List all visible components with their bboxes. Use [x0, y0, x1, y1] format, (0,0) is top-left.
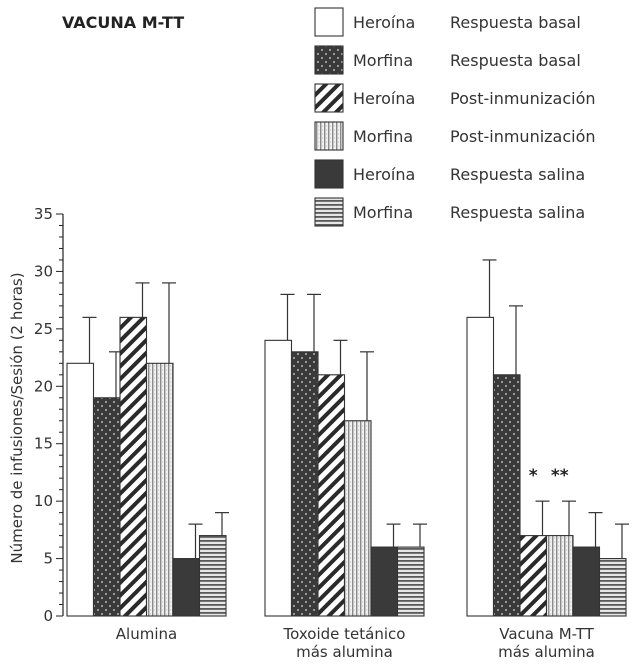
x-tick-label: Toxoide tetánico — [283, 625, 406, 643]
bar — [466, 316, 495, 617]
bar — [396, 546, 425, 617]
bar — [290, 351, 319, 617]
legend-item: Morfina Respuesta basal — [314, 45, 581, 75]
legend-item: Heroína Respuesta basal — [314, 7, 581, 37]
significance-marker: * — [529, 466, 538, 486]
bars — [66, 259, 629, 617]
bar — [119, 316, 148, 617]
y-tick-label: 5 — [43, 550, 53, 568]
bar — [92, 397, 121, 617]
bar-group — [264, 293, 427, 617]
significance-marker: ** — [551, 466, 569, 486]
y-axis-label: Número de infusiones/Sesión (2 horas) — [8, 272, 26, 563]
legend-item: Morfina Post-inmunización — [314, 121, 596, 151]
x-tick-label: más alumina — [498, 643, 595, 661]
legend-item: Heroína Respuesta salina — [314, 159, 585, 189]
legend-drug: Heroína — [353, 165, 415, 184]
bar — [317, 374, 346, 617]
legend-drug: Morfina — [353, 51, 413, 70]
legend-item: Morfina Respuesta salina — [314, 197, 585, 227]
y-tick-label: 35 — [34, 205, 53, 223]
y-tick-label: 20 — [34, 377, 53, 395]
bar-group — [66, 282, 229, 617]
y-tick-label: 15 — [34, 435, 53, 453]
y-tick-label: 30 — [34, 262, 53, 280]
bar — [572, 546, 601, 617]
chart-title: VACUNA M-TT — [62, 13, 184, 32]
legend-condition: Respuesta basal — [450, 51, 581, 70]
legend-swatch — [314, 159, 344, 189]
legend-condition: Respuesta basal — [450, 13, 581, 32]
x-tick-label: Vacuna M-TT — [499, 625, 594, 643]
y-tick-label: 10 — [34, 492, 53, 510]
bar-group — [466, 259, 629, 617]
bar — [545, 535, 574, 617]
legend-drug: Morfina — [353, 203, 413, 222]
y-axis: 0 5 10 15 20 25 30 35 — [34, 205, 64, 625]
y-tick-label: 25 — [34, 320, 53, 338]
legend-swatch — [314, 45, 344, 75]
legend-swatch — [314, 121, 344, 151]
bar — [598, 558, 627, 617]
legend-swatch — [314, 197, 344, 227]
legend-condition: Respuesta salina — [450, 203, 585, 222]
y-tick-label: 0 — [43, 607, 53, 625]
x-tick-label: más alumina — [296, 643, 393, 661]
bar — [492, 374, 521, 617]
bar — [198, 535, 227, 617]
bar — [370, 546, 399, 617]
legend-condition: Post-inmunización — [450, 127, 596, 146]
legend-swatch — [314, 83, 344, 113]
bar — [343, 420, 372, 617]
legend-condition: Post-inmunización — [450, 89, 596, 108]
bar — [519, 535, 548, 617]
bar — [264, 339, 293, 617]
legend-condition: Respuesta salina — [450, 165, 585, 184]
legend-item: Heroína Post-inmunización — [314, 83, 596, 113]
legend-drug: Morfina — [353, 127, 413, 146]
annotations: * ** — [529, 466, 569, 486]
bar — [66, 362, 95, 617]
x-tick-label: Alumina — [116, 625, 177, 643]
legend-swatch — [314, 7, 344, 37]
legend-drug: Heroína — [353, 89, 415, 108]
bar — [172, 558, 201, 617]
bar — [145, 362, 174, 617]
legend-drug: Heroína — [353, 13, 415, 32]
legend: Heroína Respuesta basal Morfina Respuesta b… — [314, 7, 596, 227]
